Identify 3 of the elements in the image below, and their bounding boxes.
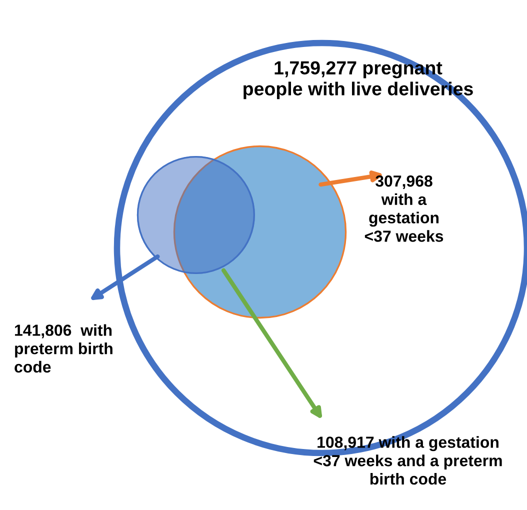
data-label: 307,968 with a gestation <37 weeks: [364, 175, 444, 242]
data-label: 108,917 with a gestation <37 weeks and a preterm birth code: [314, 436, 502, 485]
data-label: 141,806 with preterm birth code: [14, 324, 112, 373]
